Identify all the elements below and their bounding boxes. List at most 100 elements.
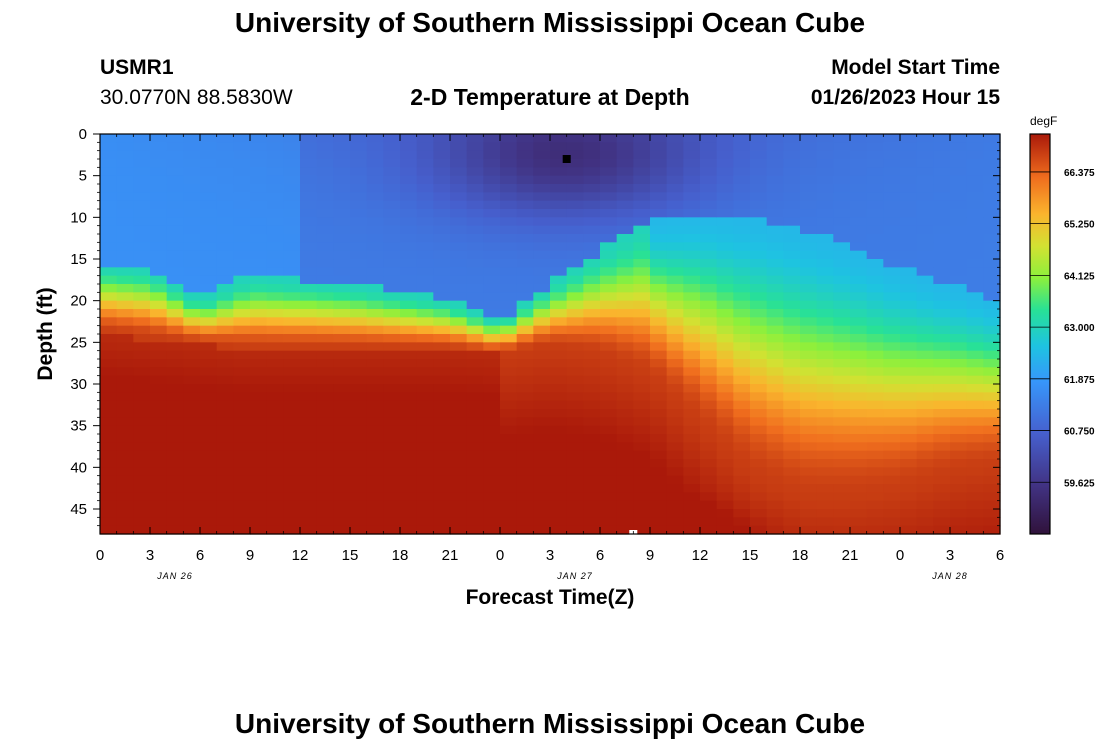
footer-title: University of Southern Mississippi Ocean… bbox=[0, 708, 1100, 740]
heatmap-cell bbox=[350, 209, 367, 218]
heatmap-cell bbox=[317, 242, 334, 251]
heatmap-cell bbox=[550, 176, 567, 185]
heatmap-cell bbox=[517, 134, 534, 143]
heatmap-cell bbox=[533, 459, 550, 468]
heatmap-cell bbox=[683, 526, 700, 535]
heatmap-cell bbox=[667, 434, 684, 443]
heatmap-cell bbox=[283, 334, 300, 343]
heatmap-cell bbox=[483, 526, 500, 535]
heatmap-cell bbox=[917, 342, 934, 351]
heatmap-cell bbox=[900, 442, 917, 451]
heatmap-cell bbox=[283, 259, 300, 268]
heatmap-cell bbox=[667, 467, 684, 476]
heatmap-cell bbox=[217, 367, 234, 376]
heatmap-cell bbox=[917, 184, 934, 193]
heatmap-cell bbox=[750, 509, 767, 518]
heatmap-cell bbox=[983, 442, 1000, 451]
heatmap-cell bbox=[450, 484, 467, 493]
heatmap-cell bbox=[733, 517, 750, 526]
heatmap-cell bbox=[550, 267, 567, 276]
heatmap-cell bbox=[583, 409, 600, 418]
heatmap-cell bbox=[350, 342, 367, 351]
heatmap-cell bbox=[750, 501, 767, 510]
heatmap-cell bbox=[967, 376, 984, 385]
heatmap-cell bbox=[817, 276, 834, 285]
heatmap-cell bbox=[950, 326, 967, 335]
heatmap-cell bbox=[883, 367, 900, 376]
heatmap-cell bbox=[717, 184, 734, 193]
heatmap-cell bbox=[567, 517, 584, 526]
heatmap-cell bbox=[917, 226, 934, 235]
heatmap-cell bbox=[800, 209, 817, 218]
heatmap-cell bbox=[467, 426, 484, 435]
heatmap-cell bbox=[567, 359, 584, 368]
heatmap-cell bbox=[983, 184, 1000, 193]
heatmap-cell bbox=[317, 442, 334, 451]
heatmap-cell bbox=[383, 376, 400, 385]
heatmap-cell bbox=[333, 292, 350, 301]
heatmap-cell bbox=[650, 142, 667, 151]
heatmap-cell bbox=[850, 259, 867, 268]
heatmap-cell bbox=[483, 284, 500, 293]
heatmap-cell bbox=[467, 476, 484, 485]
heatmap-cell bbox=[383, 384, 400, 393]
heatmap-cell bbox=[983, 267, 1000, 276]
heatmap-cell bbox=[650, 442, 667, 451]
heatmap-cell bbox=[383, 426, 400, 435]
heatmap-cell bbox=[733, 251, 750, 260]
heatmap-cell bbox=[317, 501, 334, 510]
heatmap-cell bbox=[450, 334, 467, 343]
heatmap-cell bbox=[383, 151, 400, 160]
heatmap-cell bbox=[850, 509, 867, 518]
heatmap-cell bbox=[833, 484, 850, 493]
heatmap-cell bbox=[667, 151, 684, 160]
heatmap-cell bbox=[317, 167, 334, 176]
heatmap-cell bbox=[267, 309, 284, 318]
heatmap-cell bbox=[450, 192, 467, 201]
heatmap-cell bbox=[367, 442, 384, 451]
heatmap-cell bbox=[550, 517, 567, 526]
heatmap-cell bbox=[700, 242, 717, 251]
heatmap-cell bbox=[550, 209, 567, 218]
heatmap-cell bbox=[900, 459, 917, 468]
x-axis-label: Forecast Time(Z) bbox=[466, 586, 635, 609]
heatmap-cell bbox=[683, 351, 700, 360]
heatmap-cell bbox=[317, 292, 334, 301]
heatmap-cell bbox=[117, 442, 134, 451]
heatmap-cell bbox=[183, 292, 200, 301]
heatmap-cell bbox=[183, 267, 200, 276]
heatmap-cell bbox=[817, 417, 834, 426]
heatmap-cell bbox=[583, 167, 600, 176]
heatmap-cell bbox=[867, 334, 884, 343]
heatmap-cell bbox=[800, 384, 817, 393]
heatmap-cell bbox=[667, 367, 684, 376]
heatmap-cell bbox=[283, 176, 300, 185]
heatmap-cell bbox=[233, 334, 250, 343]
heatmap-cell bbox=[600, 192, 617, 201]
heatmap-cell bbox=[917, 434, 934, 443]
heatmap-cell bbox=[900, 334, 917, 343]
heatmap-cell bbox=[833, 226, 850, 235]
heatmap-cell bbox=[533, 434, 550, 443]
heatmap-cell bbox=[450, 351, 467, 360]
heatmap-cell bbox=[500, 176, 517, 185]
heatmap-cell bbox=[517, 317, 534, 326]
heatmap-cell bbox=[867, 467, 884, 476]
heatmap-cell bbox=[867, 201, 884, 210]
heatmap-cell bbox=[283, 484, 300, 493]
heatmap-cell bbox=[367, 376, 384, 385]
heatmap-cell bbox=[200, 184, 217, 193]
heatmap-cell bbox=[850, 401, 867, 410]
heatmap-cell bbox=[650, 201, 667, 210]
heatmap-cell bbox=[600, 451, 617, 460]
heatmap-cell bbox=[917, 501, 934, 510]
heatmap-cell bbox=[600, 426, 617, 435]
heatmap-cell bbox=[800, 526, 817, 535]
heatmap-cell bbox=[383, 176, 400, 185]
heatmap-cell bbox=[217, 292, 234, 301]
heatmap-cell bbox=[583, 526, 600, 535]
heatmap-cell bbox=[717, 351, 734, 360]
heatmap-cell bbox=[267, 451, 284, 460]
heatmap-cell bbox=[883, 267, 900, 276]
heatmap-cell bbox=[133, 517, 150, 526]
